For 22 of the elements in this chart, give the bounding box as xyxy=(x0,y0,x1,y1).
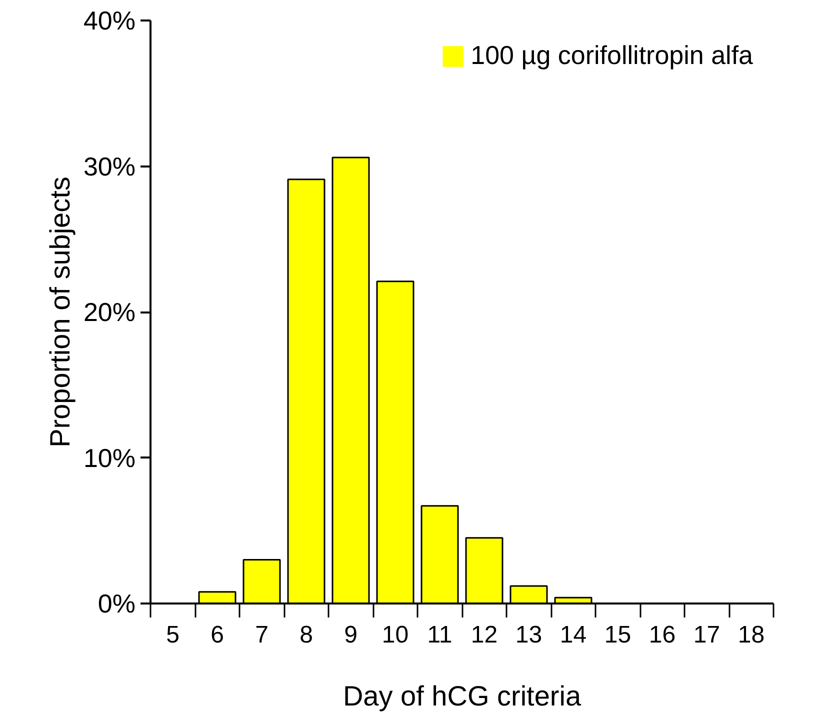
x-tick-label: 14 xyxy=(560,622,587,648)
y-tick-label: 10% xyxy=(83,442,136,473)
x-tick-label: 15 xyxy=(604,622,632,648)
x-tick-label: 12 xyxy=(470,622,498,648)
x-tick-label: 6 xyxy=(210,622,224,648)
x-tick-label: 18 xyxy=(738,622,765,648)
y-tick-label: 40% xyxy=(83,6,136,36)
y-tick-label: 30% xyxy=(83,151,136,182)
x-tick-label: 17 xyxy=(693,622,720,648)
x-axis-title: Day of hCG criteria xyxy=(342,680,582,712)
x-tick-label: 7 xyxy=(255,622,268,648)
x-tick-label: 5 xyxy=(166,622,180,648)
y-tick-label: 0% xyxy=(98,588,136,618)
x-tick-label: 10 xyxy=(382,622,409,648)
x-tick-label: 8 xyxy=(300,622,313,648)
x-tick-label: 11 xyxy=(427,622,452,648)
x-tick-label: 13 xyxy=(515,622,542,648)
x-tick-label: 16 xyxy=(648,622,676,648)
y-tick-label: 20% xyxy=(83,297,136,327)
legend-label: 100 µg corifollitropin alfa xyxy=(470,40,753,71)
y-axis-title: Proportion of subjects xyxy=(44,176,76,448)
x-tick-label: 9 xyxy=(344,622,358,648)
